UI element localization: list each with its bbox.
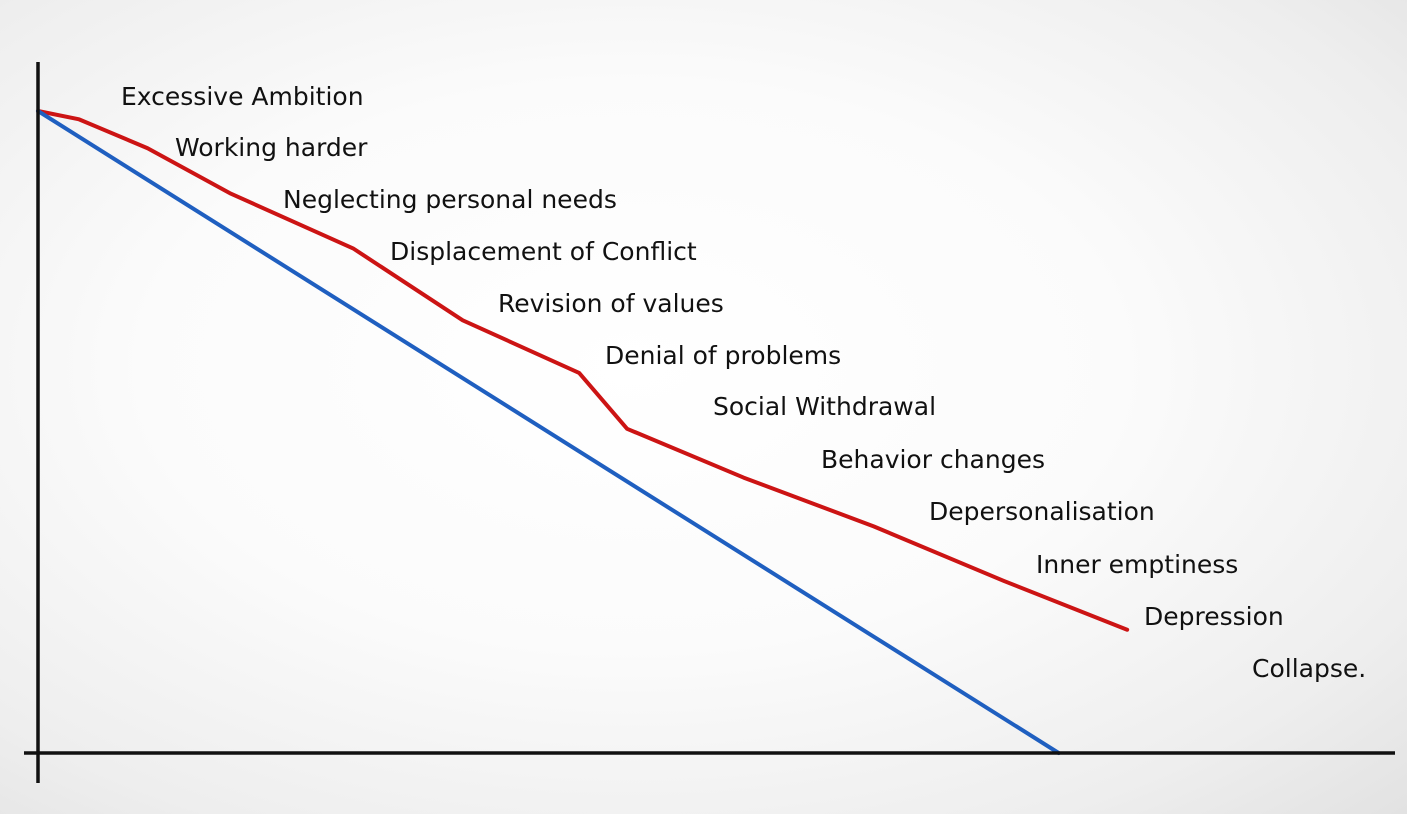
stage-labels: Excessive Ambition Working harder Neglec… [121, 82, 1366, 683]
stage-label-depression: Depression [1144, 602, 1284, 631]
stage-label-collapse: Collapse. [1252, 654, 1366, 683]
stage-label-displacement-of-conflict: Displacement of Conflict [390, 237, 697, 266]
stage-label-revision-of-values: Revision of values [498, 289, 724, 318]
stage-label-denial-of-problems: Denial of problems [605, 341, 841, 370]
series-line-1 [36, 109, 1130, 632]
series-layer [36, 109, 1130, 755]
stage-label-social-withdrawal: Social Withdrawal [713, 392, 936, 421]
stage-label-inner-emptiness: Inner emptiness [1036, 550, 1238, 579]
stage-label-neglecting-personal-needs: Neglecting personal needs [283, 185, 617, 214]
stage-label-behavior-changes: Behavior changes [821, 445, 1045, 474]
stage-label-depersonalisation: Depersonalisation [929, 497, 1155, 526]
stage-label-working-harder: Working harder [175, 133, 368, 162]
series-line-2 [36, 109, 1061, 755]
stage-label-excessive-ambition: Excessive Ambition [121, 82, 364, 111]
